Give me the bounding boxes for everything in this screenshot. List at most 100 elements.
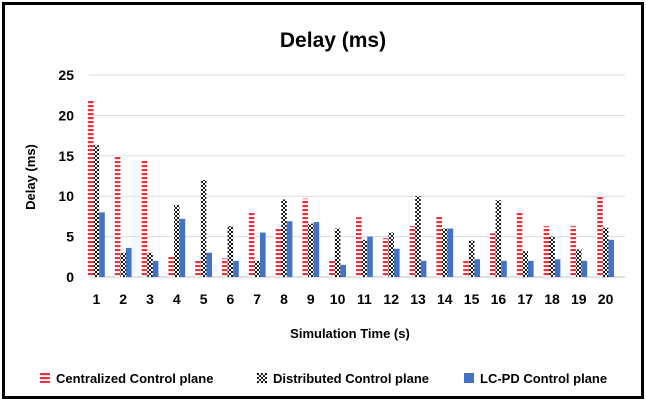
- bar-lcpd-10: [340, 264, 346, 277]
- bar-centralized-14: [436, 216, 442, 277]
- chart-title: Delay (ms): [280, 29, 386, 52]
- x-tick-label: 14: [437, 291, 453, 307]
- bar-lcpd-9: [313, 222, 320, 277]
- x-tick-label: 1: [93, 291, 101, 307]
- bar-centralized-11: [356, 217, 362, 277]
- bar-centralized-12: [382, 238, 389, 277]
- y-tick-label: 10: [58, 188, 74, 204]
- bar-lcpd-7: [260, 232, 266, 277]
- bar-lcpd-2: [126, 247, 132, 277]
- x-axis-ticks: 1 2 3 4 5 6 7 8 9 10 11 12 13 14 15 16 17 18 19 20: [93, 291, 614, 307]
- legend-label-lcpd: LC-PD Control plane: [480, 371, 607, 386]
- x-tick-label: 10: [330, 291, 346, 307]
- x-tick-label: 13: [410, 291, 426, 307]
- legend-label-distributed: Distributed Control plane: [273, 371, 429, 386]
- x-axis-label: Simulation Time (s): [290, 326, 410, 341]
- x-tick-label: 4: [173, 291, 181, 307]
- bar-distributed-13: [415, 196, 421, 277]
- bar-distributed-15: [468, 240, 475, 277]
- y-tick-label: 0: [66, 269, 74, 285]
- bar-lcpd-11: [367, 236, 373, 277]
- y-tick-label: 25: [58, 67, 74, 83]
- bar-centralized-6: [222, 258, 228, 277]
- bar-centralized-7: [248, 212, 255, 277]
- bar-distributed-2: [120, 252, 126, 277]
- bar-distributed-19: [576, 249, 582, 277]
- y-tick-label: 15: [58, 148, 74, 164]
- bar-centralized-5: [195, 260, 201, 277]
- bar-distributed-6: [227, 226, 234, 277]
- bar-lcpd-3: [152, 260, 159, 277]
- bar-centralized-10: [329, 260, 335, 277]
- y-axis-ticks: 0 5 10 15 20 25: [58, 67, 74, 285]
- bars: [88, 100, 614, 277]
- x-tick-label: 20: [598, 291, 614, 307]
- bar-lcpd-12: [394, 248, 400, 277]
- bar-lcpd-17: [528, 260, 534, 277]
- x-tick-label: 18: [544, 291, 560, 307]
- bar-centralized-4: [168, 255, 174, 277]
- x-tick-label: 16: [491, 291, 507, 307]
- bar-lcpd-4: [179, 218, 186, 277]
- bar-distributed-14: [442, 228, 448, 277]
- bar-distributed-17: [522, 251, 528, 277]
- bar-lcpd-16: [501, 260, 507, 277]
- bar-distributed-3: [147, 252, 153, 277]
- bar-lcpd-14: [447, 228, 454, 277]
- bar-centralized-16: [490, 233, 496, 277]
- bar-distributed-11: [361, 239, 368, 277]
- bar-lcpd-6: [233, 260, 239, 277]
- legend: Centralized Control plane Distributed Co…: [40, 371, 607, 386]
- bar-centralized-15: [463, 260, 469, 277]
- bar-centralized-17: [516, 212, 523, 277]
- bar-centralized-3: [141, 159, 148, 277]
- bar-lcpd-13: [420, 260, 427, 277]
- legend-label-centralized: Centralized Control plane: [56, 371, 213, 386]
- bar-centralized-20: [597, 196, 603, 277]
- bar-lcpd-8: [286, 221, 293, 277]
- bar-centralized-8: [275, 228, 282, 277]
- bar-distributed-4: [174, 205, 180, 277]
- bar-distributed-12: [388, 232, 394, 277]
- y-tick-label: 5: [66, 229, 74, 245]
- bar-lcpd-19: [581, 260, 588, 277]
- bar-distributed-20: [602, 227, 609, 277]
- bar-lcpd-15: [474, 259, 480, 277]
- x-tick-label: 3: [146, 291, 154, 307]
- bar-distributed-18: [549, 236, 555, 277]
- legend-swatch-centralized: [40, 373, 50, 383]
- x-tick-label: 19: [571, 291, 587, 307]
- bar-centralized-18: [543, 226, 550, 277]
- bar-distributed-16: [495, 200, 502, 277]
- x-tick-label: 11: [357, 291, 372, 307]
- x-tick-label: 15: [464, 291, 480, 307]
- bar-distributed-5: [200, 180, 207, 277]
- x-tick-label: 2: [119, 291, 127, 307]
- legend-swatch-lcpd: [464, 373, 474, 383]
- bar-centralized-1: [88, 100, 94, 277]
- x-tick-label: 5: [200, 291, 208, 307]
- bar-centralized-19: [570, 226, 576, 277]
- bar-lcpd-20: [608, 239, 614, 277]
- x-tick-label: 6: [227, 291, 235, 307]
- bar-centralized-9: [302, 198, 308, 277]
- x-tick-label: 12: [383, 291, 399, 307]
- x-tick-label: 17: [517, 291, 533, 307]
- bar-centralized-2: [114, 155, 121, 277]
- x-tick-label: 9: [307, 291, 315, 307]
- x-tick-label: 7: [253, 291, 261, 307]
- bar-distributed-10: [334, 228, 341, 277]
- bar-centralized-13: [409, 226, 416, 277]
- bar-lcpd-5: [206, 252, 212, 277]
- x-tick-label: 8: [280, 291, 288, 307]
- bar-distributed-8: [281, 199, 287, 277]
- bar-distributed-1: [93, 145, 100, 277]
- bar-distributed-9: [308, 223, 314, 277]
- bar-lcpd-18: [554, 259, 561, 277]
- bar-distributed-7: [254, 260, 260, 277]
- legend-swatch-distributed: [257, 373, 267, 383]
- y-tick-label: 20: [58, 107, 74, 123]
- y-axis-label: Delay (ms): [23, 144, 38, 210]
